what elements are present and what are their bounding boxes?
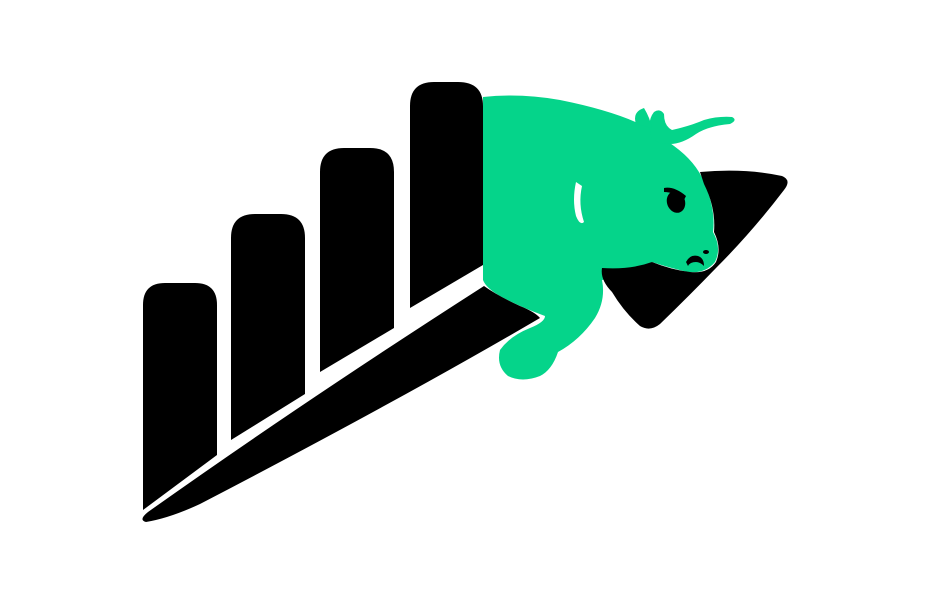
bar-2 [231, 214, 305, 440]
bull-eyebrow [664, 187, 686, 200]
bull-horn [649, 110, 735, 144]
bar-4 [410, 82, 483, 308]
bar-3 [320, 148, 394, 372]
bull-nostril [703, 250, 709, 254]
bull-horn-back [635, 108, 652, 128]
bull-icon [483, 95, 735, 380]
bull-mouth [686, 255, 704, 266]
bull-leg-gap [574, 182, 584, 224]
bar-chart-icon [143, 82, 483, 510]
arrow-head [601, 170, 788, 329]
bar-1 [143, 283, 217, 510]
arrow-shaft [142, 286, 540, 522]
bull-body [483, 95, 719, 380]
arrow-icon [142, 170, 788, 522]
bull-face [664, 187, 709, 266]
